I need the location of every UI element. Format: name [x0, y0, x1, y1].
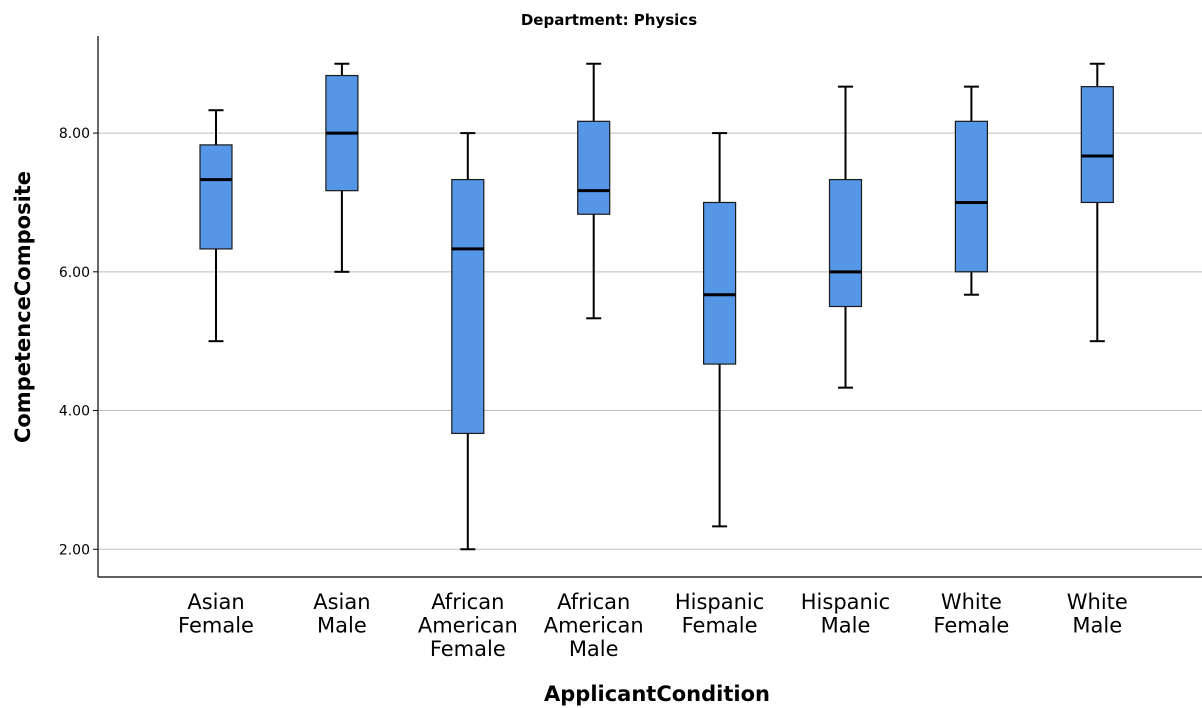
- category-label-line: Male: [1072, 614, 1122, 638]
- iqr-box: [828, 178, 863, 308]
- y-tick-labels: 2.00 4.00 6.00 8.00: [59, 126, 98, 558]
- category-label-line: African: [431, 590, 504, 614]
- iqr-box: [199, 144, 233, 250]
- category-label-line: White: [1067, 590, 1128, 614]
- category-label: Hispanic Male: [801, 590, 890, 638]
- chart-title: Department: Physics: [521, 11, 697, 29]
- category-label-line: American: [544, 614, 644, 638]
- category-label: Asian Male: [313, 590, 370, 638]
- category-label-line: Asian: [187, 590, 244, 614]
- box-group: [702, 132, 737, 528]
- category-label-line: American: [418, 614, 518, 638]
- category-label-line: Male: [821, 614, 871, 638]
- iqr-box: [451, 178, 485, 435]
- category-label-line: Female: [682, 614, 758, 638]
- grid-lines: [98, 132, 1202, 550]
- y-tick-label: 4.00: [59, 404, 90, 420]
- category-label-line: Female: [178, 614, 254, 638]
- box-group: [325, 62, 359, 273]
- category-label-line: Asian: [313, 590, 370, 614]
- box-group: [828, 85, 863, 389]
- iqr-box: [702, 201, 737, 365]
- category-label: White Female: [933, 590, 1009, 638]
- category-label-line: Male: [317, 614, 367, 638]
- category-label-line: Male: [569, 637, 619, 661]
- category-label: White Male: [1067, 590, 1128, 638]
- y-tick-label: 2.00: [59, 542, 90, 558]
- category-label-line: Hispanic: [675, 590, 764, 614]
- y-axis-title: CompetenceComposite: [11, 171, 35, 443]
- category-label: Hispanic Female: [675, 590, 764, 638]
- y-tick-label: 8.00: [59, 126, 90, 142]
- box-group: [1080, 62, 1114, 343]
- iqr-box: [954, 120, 989, 273]
- iqr-box: [577, 120, 611, 215]
- x-axis-title: ApplicantCondition: [544, 682, 770, 706]
- box-group: [451, 132, 485, 551]
- category-label-line: Female: [933, 614, 1009, 638]
- box-group: [577, 62, 611, 320]
- box-group: [954, 85, 989, 296]
- category-label-line: White: [941, 590, 1002, 614]
- category-label: African American Female: [418, 590, 518, 661]
- axes: [97, 36, 1202, 578]
- category-label-line: Female: [430, 637, 506, 661]
- iqr-box: [1080, 86, 1114, 204]
- category-label-line: Hispanic: [801, 590, 890, 614]
- box-group: [199, 109, 233, 343]
- category-label: African American Male: [544, 590, 644, 661]
- category-label: Asian Female: [178, 590, 254, 638]
- category-label-line: African: [557, 590, 630, 614]
- y-tick-label: 6.00: [59, 265, 90, 281]
- boxes: [199, 62, 1114, 551]
